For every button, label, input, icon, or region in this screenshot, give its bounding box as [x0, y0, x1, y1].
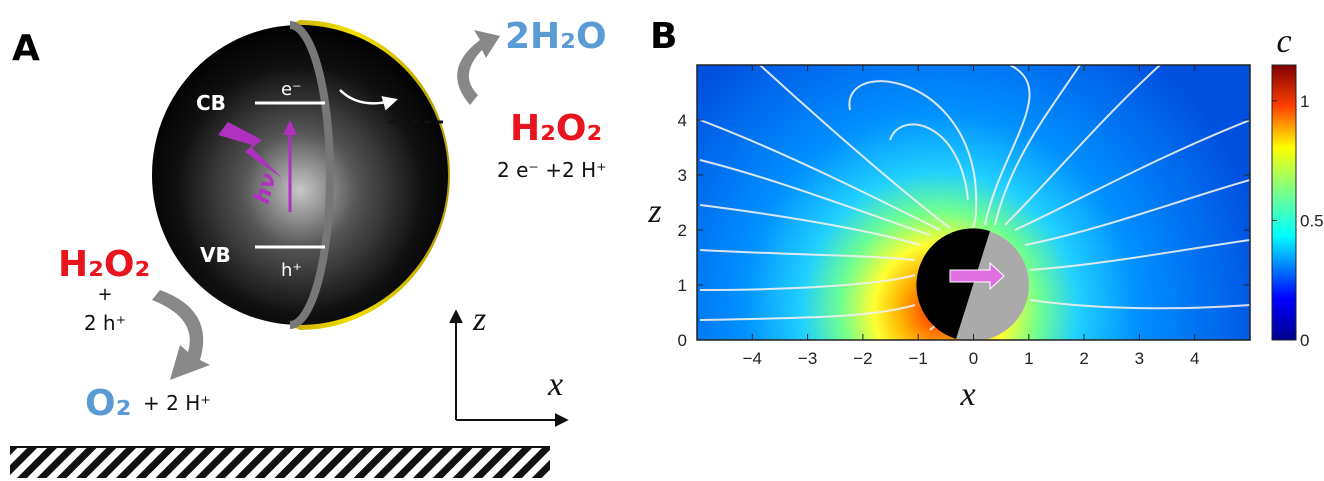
- left-cofactor: 2 h⁺: [84, 311, 126, 335]
- panel-label: A: [12, 28, 40, 69]
- x-tick-label: 4: [1190, 349, 1199, 368]
- figure: A CB VB e⁻ h⁺ hν 2H₂O H₂O₂ 2 e⁻ +2 H⁺ H₂…: [0, 0, 1324, 481]
- top-product: 2H₂O: [505, 16, 607, 57]
- y-tick-label: 4: [678, 111, 687, 130]
- x-tick-label: −2: [853, 349, 872, 368]
- electron-label: e⁻: [281, 79, 302, 100]
- plot-area: [697, 65, 1250, 341]
- substrate: [10, 448, 550, 478]
- y-tick-label: 3: [678, 166, 687, 185]
- vb-label: VB: [200, 243, 231, 267]
- y-tick-label: 0: [678, 331, 687, 350]
- hole-label: h⁺: [281, 260, 302, 281]
- x-tick-label: 0: [969, 349, 978, 368]
- left-plus: +: [97, 284, 112, 305]
- x-tick-label: 2: [1079, 349, 1088, 368]
- y-tick-label: 1: [678, 276, 687, 295]
- y-tick-label: 2: [678, 221, 687, 240]
- bottom-reaction-arrow: [152, 290, 210, 380]
- panel-label: B: [650, 16, 677, 57]
- bottom-product: O₂: [85, 383, 131, 424]
- colorbar-label: c: [1276, 23, 1291, 60]
- axis-x: x: [547, 366, 563, 403]
- left-reactant: H₂O₂: [58, 244, 150, 285]
- colorbar: [1272, 65, 1296, 340]
- x-tick-label: −4: [743, 349, 762, 368]
- x-axis-label: x: [959, 376, 975, 413]
- colorbar-tick-label: 0: [1300, 331, 1309, 350]
- bottom-cofactor: + 2 H⁺: [143, 391, 211, 415]
- top-reactant: H₂O₂: [510, 108, 602, 149]
- x-tick-label: 1: [1024, 349, 1033, 368]
- y-axis-label: z: [647, 193, 661, 230]
- x-tick-label: 3: [1135, 349, 1144, 368]
- colorbar-tick-label: 0.5: [1300, 211, 1324, 230]
- top-cofactor: 2 e⁻ +2 H⁺: [497, 158, 607, 182]
- x-tick-label: −1: [909, 349, 928, 368]
- x-tick-label: −3: [798, 349, 817, 368]
- cb-label: CB: [196, 91, 226, 115]
- top-reaction-arrow: [457, 30, 500, 105]
- axis-z: z: [472, 301, 486, 338]
- colorbar-tick-label: 1: [1300, 92, 1309, 111]
